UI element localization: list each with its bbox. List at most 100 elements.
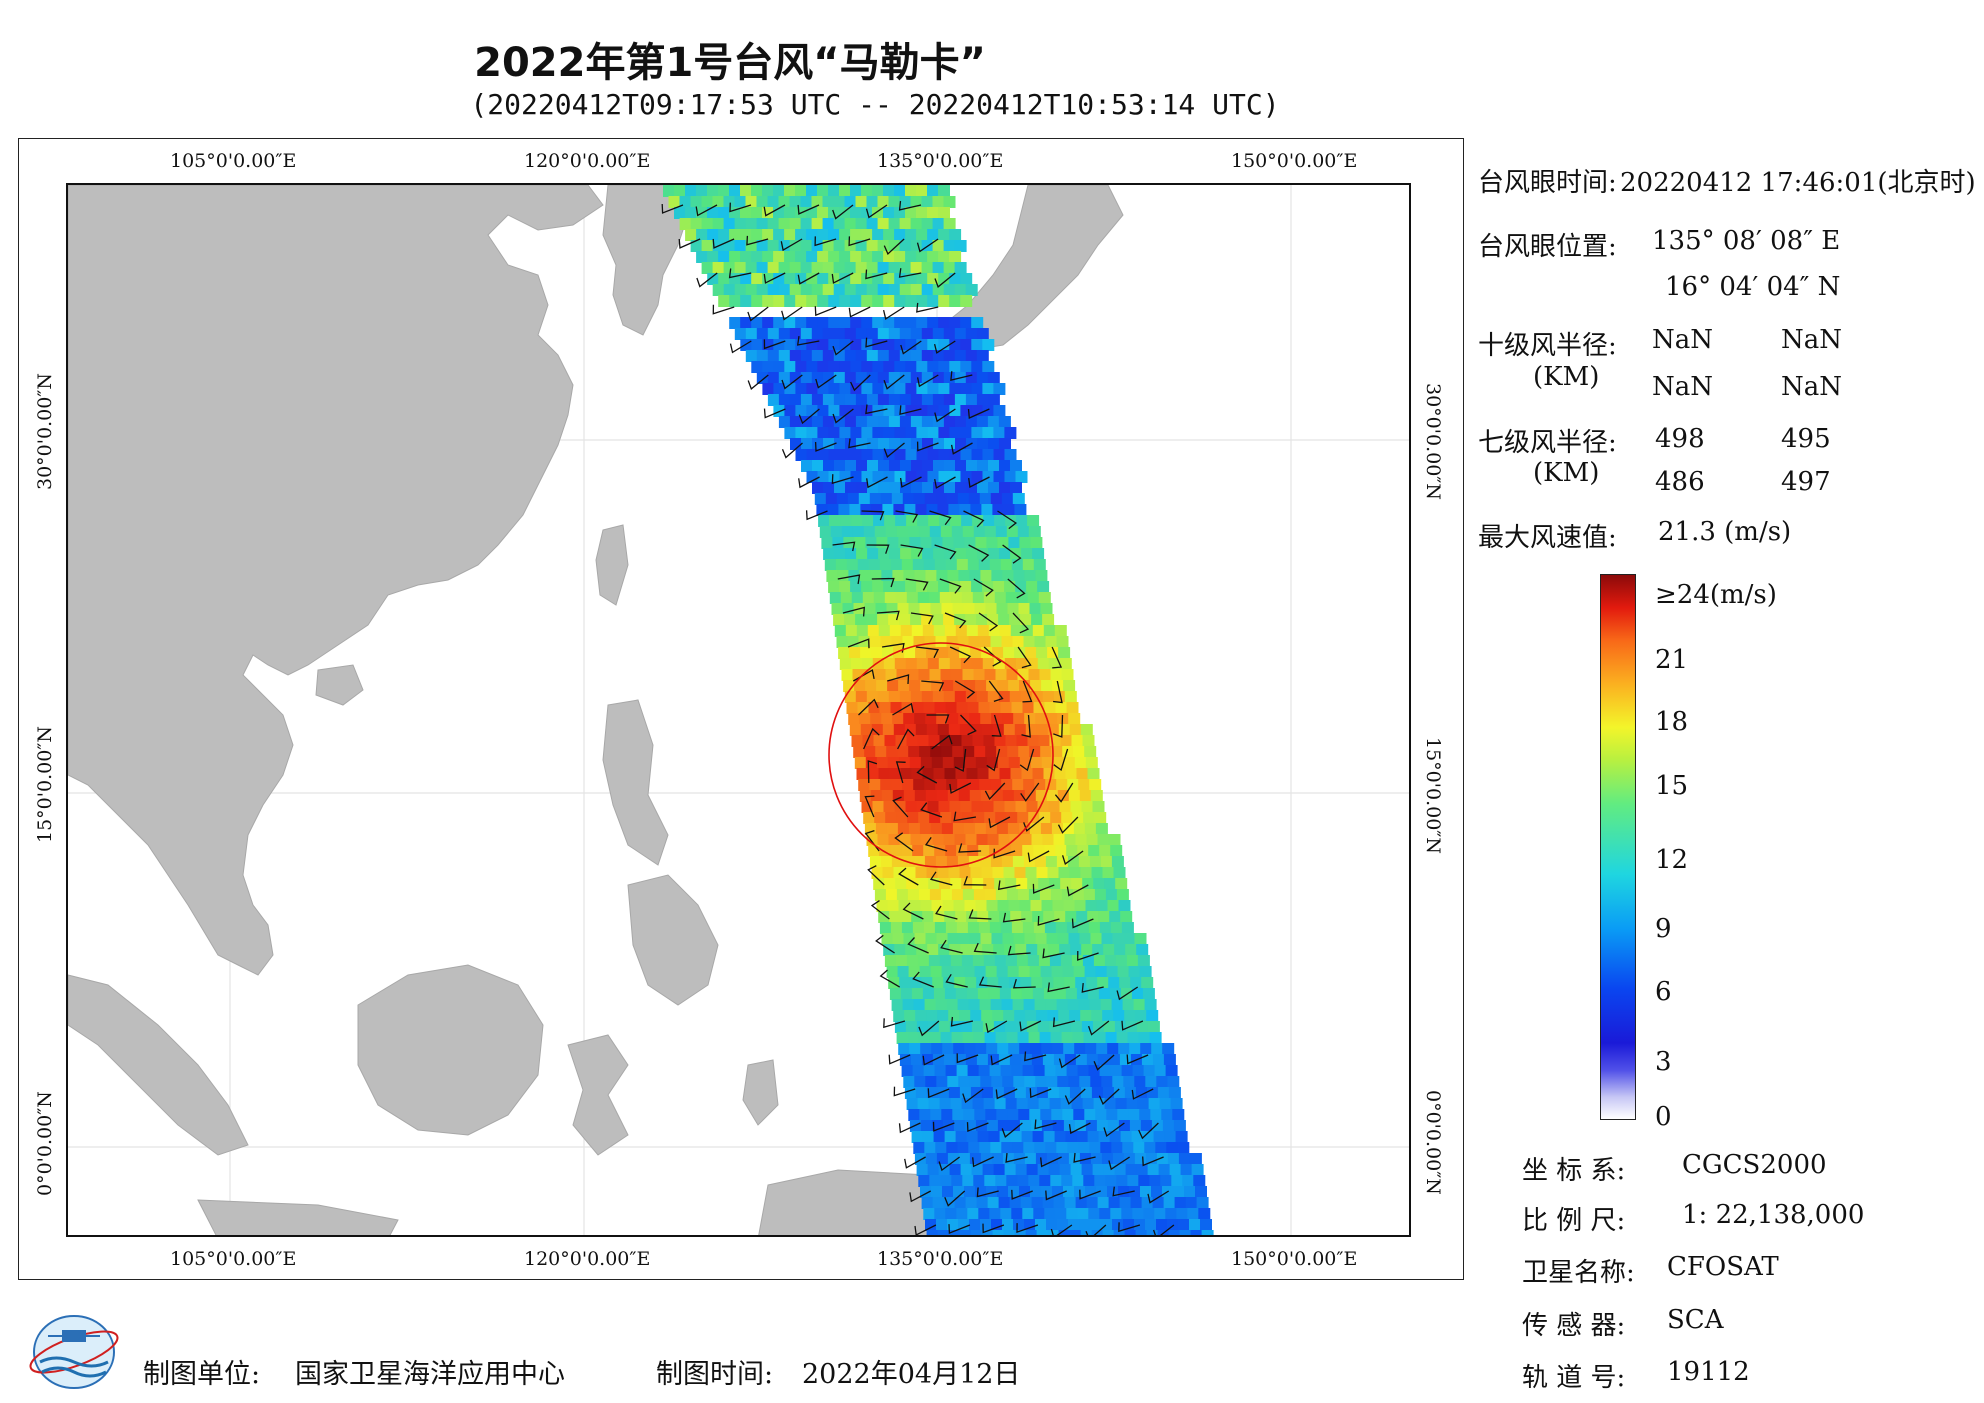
wind-barb [831, 272, 854, 284]
wind-barb [953, 811, 977, 822]
wind-barb [1012, 612, 1030, 634]
swath-cell [949, 801, 962, 813]
wind-barb [1047, 982, 1070, 993]
swath-cell [906, 1098, 919, 1110]
swath-cell [965, 394, 978, 406]
swath-cell [1095, 1109, 1108, 1121]
swath-cell [994, 955, 1007, 967]
swath-cell [917, 735, 930, 747]
swath-cell [723, 284, 736, 296]
swath-cell [795, 185, 807, 197]
swath-cell [947, 1153, 960, 1165]
swath-cell [889, 548, 902, 560]
swath-cell [983, 955, 996, 967]
swath-cell [943, 196, 956, 208]
swath-cell [756, 284, 769, 296]
swath-cell [1040, 603, 1053, 615]
swath-cell [1006, 889, 1019, 901]
swath-cell [855, 691, 868, 703]
swath-cell [1116, 889, 1129, 901]
swath-cell [948, 867, 961, 879]
swath-cell [921, 350, 934, 362]
swath-cell [894, 185, 906, 197]
wind-map[interactable] [66, 183, 1411, 1237]
swath-cell [821, 537, 834, 549]
swath-cell [937, 724, 950, 736]
swath-cell [1025, 1230, 1038, 1235]
swath-cell [929, 669, 942, 681]
swath-cell [962, 526, 975, 538]
swath-cell [1000, 559, 1013, 571]
wind-barb [1103, 1122, 1125, 1138]
swath-cell [1043, 911, 1056, 923]
swath-cell [977, 988, 990, 1000]
swath-cell [1090, 1219, 1102, 1231]
swath-cell [751, 361, 764, 373]
swath-cell [1113, 1087, 1126, 1099]
swath-cell [866, 416, 879, 428]
swath-cell [1049, 1098, 1062, 1110]
swath-cell [980, 1219, 992, 1231]
swath-cell [849, 724, 862, 736]
swath-cell [1000, 922, 1013, 934]
swath-cell [907, 812, 920, 824]
swath-cell [827, 504, 840, 516]
swath-cell [854, 680, 867, 692]
swath-cell [974, 746, 987, 758]
swath-cell [862, 515, 875, 527]
swath-cell [1050, 889, 1063, 901]
r10-value-nw: NaN [1781, 372, 1843, 402]
swath-cell [996, 603, 1009, 615]
wind-barb [858, 698, 879, 716]
wind-barb [968, 544, 990, 562]
swath-cell [1087, 768, 1100, 780]
wind-barb [866, 544, 890, 554]
swath-cell [1090, 790, 1103, 802]
wind-barb [968, 909, 992, 920]
swath-cell [852, 669, 865, 681]
swath-cell [1163, 1054, 1176, 1066]
swath-cell [718, 295, 731, 307]
swath-cell [663, 185, 675, 197]
eye-pos-label: 台风眼位置: [1478, 232, 1617, 262]
swath-cell [740, 317, 753, 329]
swath-cell [963, 966, 976, 978]
swath-cell [801, 460, 813, 472]
swath-cell [789, 196, 802, 208]
swath-cell [1026, 944, 1039, 956]
swath-cell [1092, 944, 1105, 956]
swath-cell [1098, 911, 1111, 923]
swath-cell [994, 592, 1007, 604]
swath-cell [975, 537, 988, 549]
swath-cell [989, 702, 1002, 714]
swath-cell [966, 625, 979, 637]
swath-cell [911, 548, 924, 560]
swath-cell [1054, 625, 1067, 637]
swath-cell [921, 416, 934, 428]
swath-cell [1132, 1208, 1145, 1220]
swath-cell [1014, 1010, 1027, 1022]
swath-cell [981, 504, 994, 516]
colorbar-tick-3: 3 [1655, 1047, 1672, 1077]
swath-cell [890, 922, 903, 934]
swath-cell [1105, 1032, 1118, 1044]
swath-cell [1045, 1142, 1058, 1154]
swath-cell [870, 570, 883, 582]
swath-cell [822, 218, 835, 230]
swath-cell [873, 515, 886, 527]
swath-cell [911, 438, 923, 450]
swath-cell [856, 625, 869, 637]
swath-cell [1086, 1054, 1099, 1066]
swath-cell [823, 460, 835, 472]
swath-cell [904, 1010, 917, 1022]
swath-cell [866, 691, 879, 703]
swath-cell [800, 262, 813, 274]
swath-cell [1112, 1153, 1125, 1165]
land-java [197, 1199, 399, 1235]
swath-cell [869, 779, 882, 791]
swath-cell [806, 449, 819, 461]
swath-cell [942, 680, 955, 692]
swath-cell [1016, 515, 1029, 527]
swath-cell [911, 460, 923, 472]
swath-cell [861, 581, 874, 593]
